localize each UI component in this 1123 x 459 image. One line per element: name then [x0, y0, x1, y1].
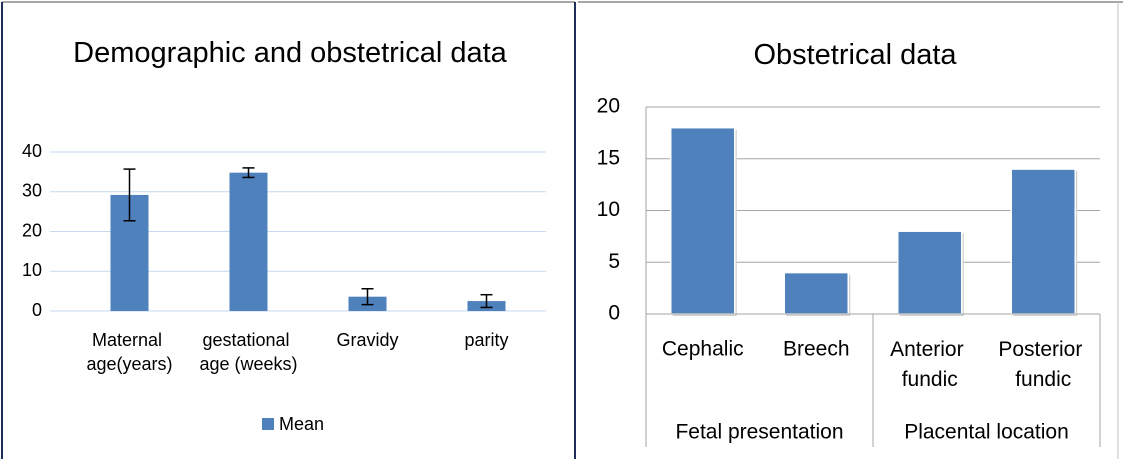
error-bar	[123, 168, 136, 222]
y-tick-label: 15	[597, 146, 620, 169]
x-tick-label: Gravidy	[336, 330, 398, 350]
error-bar	[480, 293, 493, 309]
x-tick-label: Anterior fundic	[890, 338, 969, 391]
legend-swatch	[262, 418, 274, 430]
y-tick-label: 0	[32, 300, 42, 320]
y-tick-label: 20	[597, 95, 620, 118]
bar	[229, 172, 268, 311]
x-tick-label: gestational age (weeks)	[199, 330, 297, 374]
error-bar	[242, 167, 255, 179]
chart-title: Obstetrical data	[753, 39, 957, 71]
bar	[783, 271, 849, 315]
y-tick-label: 10	[597, 198, 620, 221]
x-tick-label: parity	[464, 330, 508, 350]
x-tick-label: Cephalic	[662, 338, 744, 361]
y-tick-label: 10	[22, 260, 42, 280]
y-tick-label: 40	[22, 141, 42, 161]
bar	[897, 230, 963, 315]
y-tick-label: 30	[22, 181, 42, 201]
group-label: Placental location	[904, 421, 1069, 444]
group-label: Fetal presentation	[675, 421, 843, 444]
bar	[670, 126, 736, 315]
legend-label: Mean	[279, 414, 324, 434]
chart-title: Demographic and obstetrical data	[73, 37, 507, 69]
x-tick-label: Breech	[783, 338, 850, 361]
y-tick-label: 0	[608, 302, 620, 325]
y-tick-label: 5	[608, 250, 620, 273]
x-tick-label: Maternal age(years)	[86, 330, 172, 374]
y-tick-label: 20	[22, 220, 42, 240]
error-bar	[361, 287, 374, 306]
x-tick-label: Posterior fundic	[998, 338, 1088, 391]
bar	[1010, 168, 1076, 315]
